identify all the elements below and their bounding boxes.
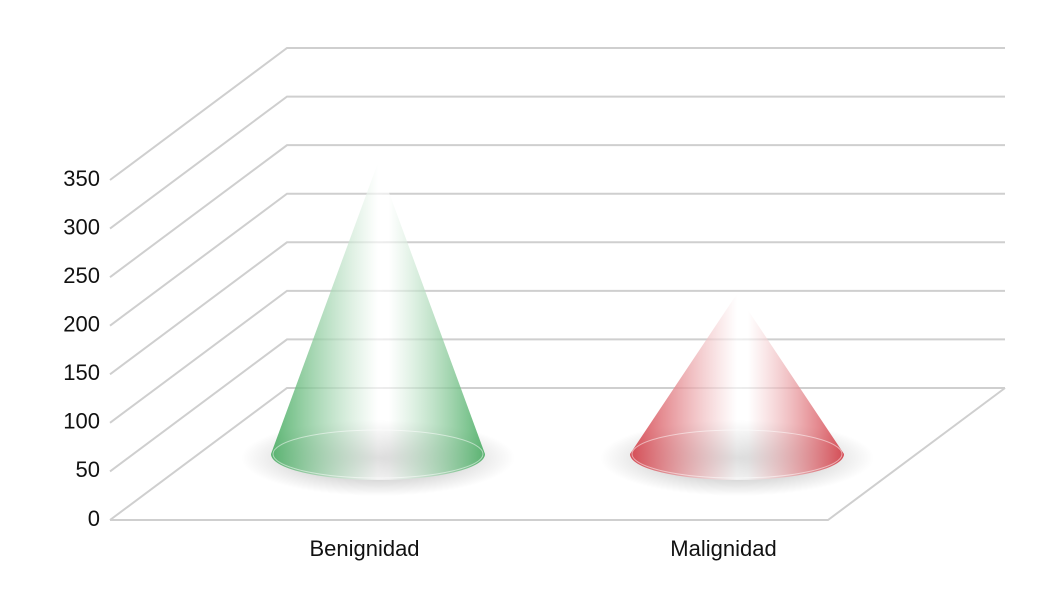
cone-base: [272, 429, 484, 479]
y-tick-label: 200: [63, 312, 100, 337]
grid-line: [109, 289, 1005, 424]
grid-line: [109, 241, 1005, 376]
y-tick-label: 250: [63, 263, 100, 288]
floor-edge: [110, 387, 1006, 521]
y-tick-label: 100: [63, 409, 100, 434]
x-tick-label: Benignidad: [309, 536, 419, 561]
cone: [630, 293, 844, 480]
grid-line: [109, 144, 1005, 278]
y-tick-label: 0: [88, 506, 100, 531]
grid-line: [109, 95, 1005, 230]
cone-base: [631, 429, 843, 479]
y-tick-label: 350: [63, 166, 100, 191]
grid-line: [109, 192, 1005, 327]
cone: [271, 162, 485, 480]
y-tick-label: 50: [76, 457, 100, 482]
x-tick-label: Malignidad: [670, 536, 776, 561]
y-tick-label: 150: [63, 360, 100, 385]
y-tick-label: 300: [63, 214, 100, 239]
grid-line: [109, 47, 1005, 181]
